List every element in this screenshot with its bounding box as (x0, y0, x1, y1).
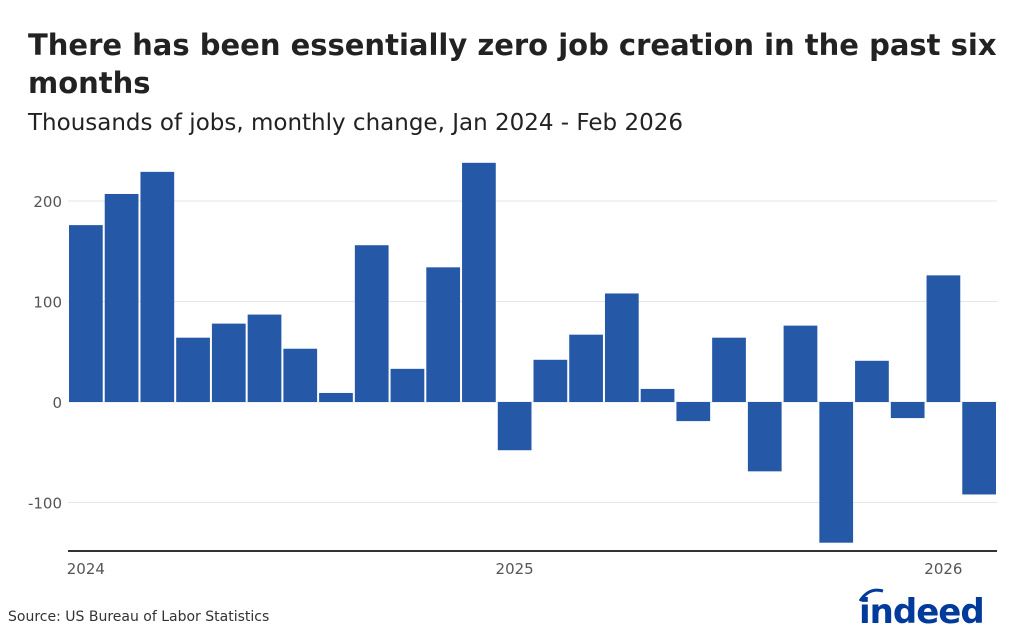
chart-subtitle: Thousands of jobs, monthly change, Jan 2… (28, 110, 683, 136)
bar-2025-05 (640, 388, 675, 402)
x-tick-label: 2026 (924, 560, 962, 578)
y-tick-label: -100 (28, 495, 62, 513)
y-tick-label: 0 (52, 394, 62, 412)
bar-2024-03 (140, 171, 175, 402)
bar-2024-11 (426, 267, 461, 402)
bar-2026-01 (926, 275, 961, 402)
bar-2025-04 (604, 293, 639, 402)
bar-2025-11 (855, 360, 889, 402)
svg-text:indeed: indeed (859, 592, 984, 630)
bar-2024-04 (176, 337, 210, 402)
y-tick-label: 200 (33, 193, 62, 211)
bar-2024-05 (211, 323, 246, 402)
bar-2024-09 (354, 245, 389, 402)
bar-2024-12 (462, 162, 496, 402)
bar-2025-06 (676, 402, 711, 422)
bar-chart: -100 0 100 200 2024 2025 2026 (28, 162, 997, 578)
bar-2025-01 (497, 402, 532, 451)
chart-title: There has been essentially zero job crea… (28, 28, 997, 100)
bar-2024-10 (390, 368, 425, 402)
indeed-logo: indeed (858, 588, 985, 630)
bar-2025-10 (819, 402, 854, 543)
bar-2024-02 (104, 193, 139, 402)
bar-2025-12 (890, 402, 925, 419)
bar-2024-07 (283, 348, 318, 402)
bar-2024-06 (247, 314, 282, 402)
bar-2025-08 (747, 402, 782, 472)
y-tick-label: 100 (33, 294, 62, 312)
bar-2024-08 (319, 392, 353, 402)
bar-2025-03 (569, 334, 603, 402)
x-tick-label: 2024 (67, 560, 105, 578)
x-tick-label: 2025 (496, 560, 534, 578)
source-note: Source: US Bureau of Labor Statistics (8, 609, 270, 625)
bar-2025-09 (783, 325, 818, 402)
bar-2026-02 (962, 402, 996, 495)
bar-2025-02 (533, 359, 568, 402)
bar-2024-01 (69, 225, 103, 402)
bar-2025-07 (712, 337, 746, 402)
